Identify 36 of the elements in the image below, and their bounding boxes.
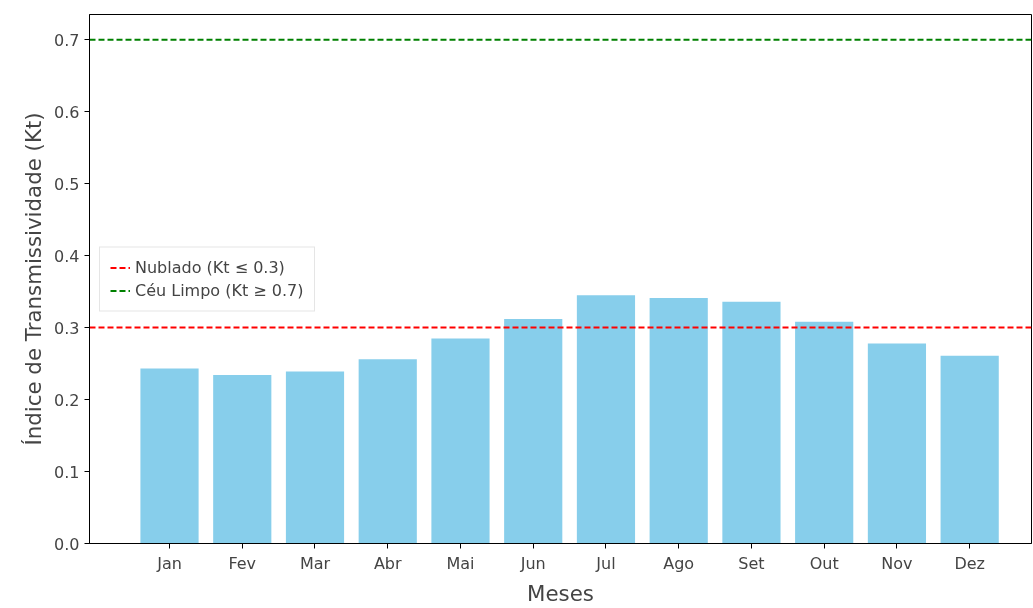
bar: [576, 295, 636, 544]
bar: [649, 298, 708, 544]
legend-label: Nublado (Kt ≤ 0.3): [135, 257, 285, 277]
y-tick-label: 0.2: [54, 390, 80, 410]
y-tick-label: 0.5: [54, 174, 80, 194]
y-tick-label: 0.7: [54, 30, 80, 50]
x-tick-label: Jun: [519, 553, 546, 573]
bar: [213, 375, 272, 544]
x-tick-label: Nov: [881, 553, 913, 573]
legend-label: Céu Limpo (Kt ≥ 0.7): [135, 280, 304, 300]
y-tick-label: 0.0: [54, 534, 80, 554]
y-axis-title: Índice de Transmissividade (Kt): [21, 112, 47, 446]
y-tick-label: 0.4: [54, 246, 80, 266]
x-axis-title: Meses: [527, 580, 594, 606]
bar: [867, 343, 927, 544]
bar: [358, 359, 417, 544]
bar: [504, 318, 563, 544]
bar: [285, 371, 345, 544]
x-tick-label: Set: [738, 553, 765, 573]
x-tick-label: Dez: [954, 553, 985, 573]
x-tick-label: Jul: [595, 553, 616, 573]
y-tick-label: 0.1: [54, 462, 80, 482]
x-tick-label: Ago: [663, 553, 695, 573]
y-tick-label: 0.6: [54, 102, 80, 122]
x-tick-label: Jan: [156, 553, 182, 573]
bar: [722, 301, 781, 544]
x-tick-label: Mai: [446, 553, 475, 573]
y-tick-label: 0.3: [54, 318, 80, 338]
bar: [140, 368, 199, 544]
x-tick-label: Fev: [228, 553, 257, 573]
x-tick-label: Mar: [299, 553, 331, 573]
bar: [431, 338, 490, 544]
x-tick-label: Abr: [373, 553, 402, 573]
bar: [795, 321, 854, 544]
bar: [940, 355, 999, 544]
x-tick-label: Out: [809, 553, 839, 573]
